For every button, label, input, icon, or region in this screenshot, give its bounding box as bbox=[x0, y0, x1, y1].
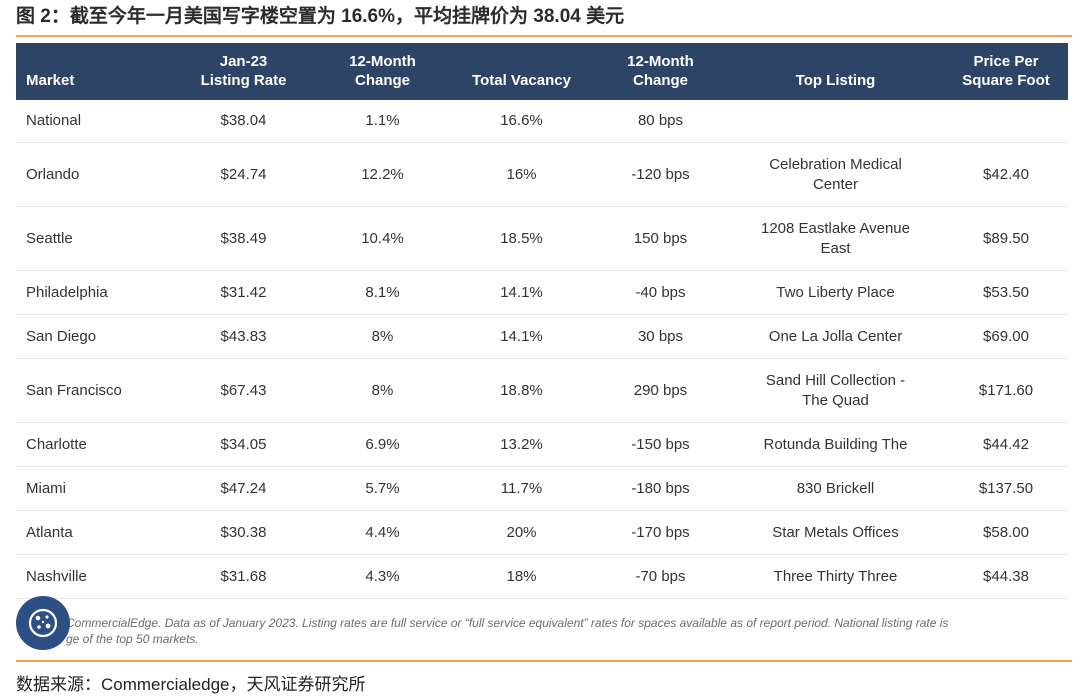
cell-price-per-sqft: $53.50 bbox=[983, 283, 1029, 301]
cell-vacancy-change: -150 bps bbox=[631, 435, 690, 453]
table-row: Miami $47.24 5.7% 11.7% -180 bps 830 Brickell… bbox=[16, 467, 1068, 511]
cookie-icon[interactable] bbox=[16, 596, 70, 650]
office-vacancy-table: Market Jan-23 Listing Rate 12-Month Change To… bbox=[16, 43, 1068, 599]
table-footnote: CommercialEdge. Data as of January 2023.… bbox=[18, 615, 1068, 647]
cell-total-vacancy: 11.7% bbox=[500, 479, 543, 497]
source-note: 数据来源：Commercialedge，天风证券研究所 bbox=[16, 675, 366, 694]
cookie-icon-glyph bbox=[28, 608, 58, 638]
cell-market: Miami bbox=[26, 479, 66, 497]
cell-listing-rate: $67.43 bbox=[220, 381, 267, 399]
cell-total-vacancy: 18.8% bbox=[500, 381, 543, 399]
cell-listing-rate: $34.05 bbox=[220, 435, 267, 453]
cell-top-listing: One La Jolla Center bbox=[768, 327, 903, 345]
cell-vacancy-change: -70 bps bbox=[635, 567, 686, 585]
cell-price-per-sqft: $137.50 bbox=[978, 479, 1034, 497]
cell-listing-rate: $43.83 bbox=[220, 327, 267, 345]
cell-listing-change: 4.4% bbox=[365, 523, 400, 541]
cell-listing-change: 8% bbox=[371, 381, 394, 399]
cell-vacancy-change: -120 bps bbox=[631, 165, 690, 183]
cell-top-listing: Two Liberty Place bbox=[776, 283, 895, 301]
header-price-per-sqft: Price Per Square Foot bbox=[962, 53, 1050, 89]
table-row: Philadelphia $31.42 8.1% 14.1% -40 bps Two Li… bbox=[16, 271, 1068, 315]
cell-price-per-sqft: $69.00 bbox=[983, 327, 1029, 345]
table-row: Orlando $24.74 12.2% 16% -120 bps Celebration… bbox=[16, 143, 1068, 207]
cell-listing-change: 12.2% bbox=[361, 165, 404, 183]
table-row: Atlanta $30.38 4.4% 20% -170 bps Star Metals … bbox=[16, 511, 1068, 555]
cell-price-per-sqft: $44.42 bbox=[983, 435, 1029, 453]
cell-listing-change: 4.3% bbox=[365, 567, 400, 585]
cell-total-vacancy: 13.2% bbox=[500, 435, 543, 453]
cell-vacancy-change: 30 bps bbox=[637, 327, 684, 345]
cell-price-per-sqft: $58.00 bbox=[983, 523, 1029, 541]
cell-top-listing: Rotunda Building The bbox=[763, 435, 908, 453]
header-listing-change: 12-Month Change bbox=[349, 53, 416, 89]
cell-market: Nashville bbox=[26, 567, 87, 585]
cell-price-per-sqft: $44.38 bbox=[983, 567, 1029, 585]
header-market: Market bbox=[26, 72, 75, 89]
cell-vacancy-change: -170 bps bbox=[631, 523, 690, 541]
cell-vacancy-change: -180 bps bbox=[631, 479, 690, 497]
table-row: Seattle $38.49 10.4% 18.5% 150 bps 1208 Eastl… bbox=[16, 207, 1068, 271]
cell-market: Philadelphia bbox=[26, 283, 108, 301]
table-row: Charlotte $34.05 6.9% 13.2% -150 bps Rotunda … bbox=[16, 423, 1068, 467]
cell-listing-rate: $47.24 bbox=[220, 479, 267, 497]
cell-market: Seattle bbox=[26, 229, 73, 247]
cell-top-listing: 1208 Eastlake Avenue East bbox=[760, 219, 910, 257]
cell-listing-change: 8% bbox=[371, 327, 394, 345]
cell-listing-rate: $31.42 bbox=[220, 283, 267, 301]
cell-total-vacancy: 18.5% bbox=[500, 229, 543, 247]
cell-vacancy-change: 150 bps bbox=[633, 229, 688, 247]
cell-listing-rate: $31.68 bbox=[220, 567, 267, 585]
top-divider bbox=[16, 35, 1072, 37]
cell-total-vacancy: 14.1% bbox=[500, 327, 543, 345]
cell-top-listing bbox=[727, 100, 944, 142]
figure-title: 图 2：截至今年一月美国写字楼空置为 16.6%，平均挂牌价为 38.04 美元 bbox=[16, 6, 625, 27]
table-row: National $38.04 1.1% 16.6% 80 bps bbox=[16, 100, 1068, 143]
cell-listing-change: 8.1% bbox=[365, 283, 400, 301]
cell-market: San Francisco bbox=[26, 381, 122, 399]
cell-market: Charlotte bbox=[26, 435, 87, 453]
header-top-listing: Top Listing bbox=[795, 72, 876, 89]
footnote-line-1: CommercialEdge. Data as of January 2023.… bbox=[66, 616, 949, 630]
cell-top-listing: Three Thirty Three bbox=[773, 567, 898, 585]
cell-listing-rate: $30.38 bbox=[220, 523, 267, 541]
cell-vacancy-change: 80 bps bbox=[637, 112, 684, 129]
cell-listing-change: 10.4% bbox=[361, 229, 404, 247]
cell-market: Atlanta bbox=[26, 523, 73, 541]
cell-vacancy-change: -40 bps bbox=[635, 283, 686, 301]
cell-listing-change: 1.1% bbox=[365, 112, 400, 129]
header-listing-rate: Jan-23 Listing Rate bbox=[200, 53, 287, 89]
cell-top-listing: Celebration Medical Center bbox=[769, 155, 902, 193]
table-row: San Diego $43.83 8% 14.1% 30 bps One La Jolla… bbox=[16, 315, 1068, 359]
cell-top-listing: Star Metals Offices bbox=[772, 523, 899, 541]
cell-total-vacancy: 20% bbox=[506, 523, 537, 541]
cell-vacancy-change: 290 bps bbox=[633, 381, 688, 399]
cell-market: Orlando bbox=[26, 165, 80, 183]
cell-total-vacancy: 18% bbox=[506, 567, 537, 585]
cell-listing-rate: $24.74 bbox=[220, 165, 267, 183]
cell-top-listing: 830 Brickell bbox=[796, 479, 875, 497]
cell-listing-change: 6.9% bbox=[365, 435, 400, 453]
cell-price-per-sqft: $171.60 bbox=[978, 381, 1034, 399]
cell-price-per-sqft bbox=[944, 100, 1068, 142]
cell-price-per-sqft: $42.40 bbox=[983, 165, 1029, 183]
table-row: San Francisco $67.43 8% 18.8% 290 bps Sand Hi… bbox=[16, 359, 1068, 423]
footnote-line-2: ge of the top 50 markets. bbox=[66, 632, 199, 646]
cell-listing-rate: $38.49 bbox=[220, 229, 267, 247]
cell-listing-rate: $38.04 bbox=[220, 112, 267, 129]
table-row: Nashville $31.68 4.3% 18% -70 bps Three Thirt… bbox=[16, 555, 1068, 599]
cell-total-vacancy: 16% bbox=[506, 165, 537, 183]
header-total-vacancy: Total Vacancy bbox=[472, 72, 571, 89]
table-header-row: Market Jan-23 Listing Rate 12-Month Change To… bbox=[16, 43, 1068, 100]
cell-listing-change: 5.7% bbox=[365, 479, 400, 497]
cell-top-listing: Sand Hill Collection - The Quad bbox=[765, 371, 906, 409]
bottom-divider bbox=[16, 660, 1072, 662]
header-vacancy-change: 12-Month Change bbox=[627, 53, 694, 89]
cell-market: National bbox=[26, 112, 82, 129]
cell-price-per-sqft: $89.50 bbox=[983, 229, 1029, 247]
cell-market: San Diego bbox=[26, 327, 97, 345]
cell-total-vacancy: 16.6% bbox=[500, 112, 543, 129]
table-body: National $38.04 1.1% 16.6% 80 bps Orlando $24.… bbox=[16, 100, 1068, 599]
cell-total-vacancy: 14.1% bbox=[500, 283, 543, 301]
